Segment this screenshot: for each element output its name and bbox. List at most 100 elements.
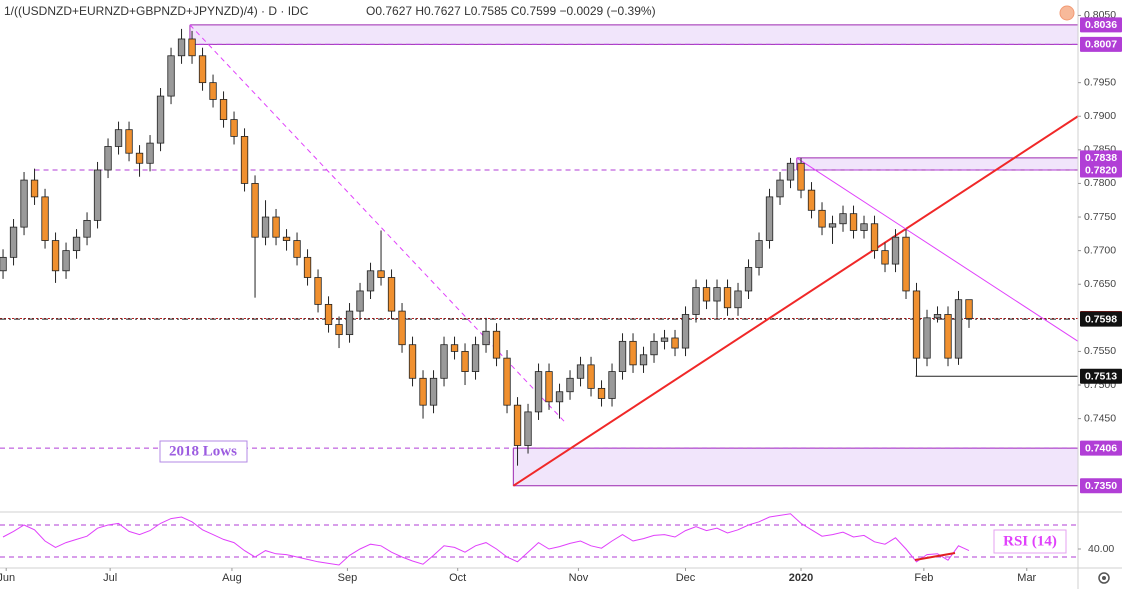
- candle-body: [849, 213, 858, 231]
- candle-body: [692, 287, 700, 315]
- candle-body: [492, 330, 501, 359]
- price-label-box: [1080, 440, 1122, 456]
- zone: [513, 448, 1078, 486]
- candle-body: [713, 287, 721, 302]
- candle-body: [293, 240, 301, 258]
- candle-body: [167, 55, 175, 97]
- y-tick-label: 0.7950: [1084, 76, 1116, 88]
- price-label-box: [1080, 368, 1122, 384]
- price-label-box: [1080, 36, 1122, 52]
- zone: [796, 157, 1078, 170]
- candle-body: [881, 250, 889, 265]
- candle-body: [576, 364, 585, 379]
- candle-body: [72, 236, 81, 252]
- trend-line: [796, 157, 1079, 342]
- candle-body: [261, 216, 270, 238]
- candle-body: [681, 314, 690, 349]
- candle-body: [419, 377, 427, 406]
- candle-body: [20, 179, 28, 228]
- candle-body: [639, 354, 648, 366]
- candle-body: [282, 236, 291, 241]
- candle-body: [807, 189, 816, 211]
- candle-body: [660, 337, 669, 342]
- candle-body: [702, 287, 711, 302]
- candle-body: [545, 371, 553, 403]
- candle-body: [135, 152, 144, 164]
- candle-body: [860, 223, 868, 231]
- candle-body: [965, 299, 973, 319]
- price-label: 0.7598: [1085, 313, 1117, 325]
- candle-body: [356, 290, 364, 312]
- candle-body: [608, 371, 616, 399]
- candle-body: [387, 277, 396, 312]
- candle-body: [618, 340, 627, 372]
- x-tick-label: Oct: [449, 572, 466, 584]
- candle-body: [954, 299, 963, 359]
- candle-body: [51, 240, 60, 272]
- candle-body: [429, 377, 438, 406]
- y-tick-label: 0.7550: [1084, 345, 1116, 357]
- trend-line: [189, 24, 566, 423]
- candle-body: [776, 179, 784, 198]
- candle-body: [482, 330, 490, 346]
- candle-body: [744, 267, 753, 292]
- candle-body: [524, 411, 532, 446]
- candle-body: [146, 142, 154, 164]
- y-tick-label: 0.7650: [1084, 278, 1116, 290]
- y-tick-label: 0.7750: [1084, 211, 1116, 223]
- candle-body: [828, 223, 837, 228]
- candle-body: [114, 129, 123, 147]
- x-tick-label: Dec: [676, 572, 696, 584]
- candle-body: [41, 196, 49, 241]
- candle-body: [755, 240, 763, 268]
- price-label-box: [1080, 17, 1122, 33]
- price-label: 0.7350: [1085, 480, 1117, 492]
- x-tick-label: Feb: [914, 572, 933, 584]
- rsi-tick-label: 40.00: [1088, 543, 1114, 555]
- candle-body: [104, 146, 112, 171]
- candle-body: [177, 38, 186, 57]
- y-tick-label: 0.7450: [1084, 412, 1116, 424]
- candle-body: [30, 179, 39, 198]
- divergence-line: [914, 552, 956, 561]
- x-tick-label: Aug: [222, 572, 242, 584]
- candle-body: [377, 270, 385, 278]
- candle-body: [198, 55, 207, 84]
- candle-body: [324, 303, 333, 325]
- trend-line: [512, 115, 1079, 487]
- candle-body: [209, 82, 217, 100]
- rsi-label: RSI (14): [1003, 533, 1057, 549]
- rsi-line: [2, 513, 970, 566]
- candle-body: [818, 209, 826, 228]
- candle-body: [503, 357, 511, 406]
- candle-body: [629, 340, 637, 366]
- candle-body: [923, 317, 931, 359]
- rsi-label-box: [993, 529, 1067, 554]
- candle-body: [219, 99, 228, 121]
- candle-body: [933, 314, 942, 319]
- candle-body: [597, 387, 606, 399]
- candle-body: [912, 290, 921, 359]
- y-tick-label: 0.8050: [1084, 9, 1116, 21]
- candle-body: [335, 324, 343, 336]
- candle-body: [891, 236, 900, 265]
- price-label: 0.7406: [1085, 442, 1117, 454]
- candle-body: [566, 377, 574, 393]
- price-label: 0.7820: [1085, 164, 1117, 176]
- chart-title: 1/((USDNZD+EURNZD+GBPNZD+JPYNZD)/4) · D …: [4, 4, 309, 18]
- x-tick-label: Sep: [338, 572, 358, 584]
- zone: [189, 24, 1078, 45]
- candle-body: [944, 314, 952, 359]
- settings-icon[interactable]: [1098, 572, 1110, 584]
- candle-body: [240, 136, 249, 184]
- x-tick-label: Mar: [1017, 572, 1036, 584]
- annotation: 2018 Lows: [169, 443, 237, 459]
- candle-body: [62, 250, 70, 272]
- price-label-box: [1080, 478, 1122, 494]
- price-label-box: [1080, 150, 1122, 166]
- candle-body: [188, 38, 196, 57]
- candle-body: [671, 337, 679, 349]
- candle-body: [471, 344, 480, 372]
